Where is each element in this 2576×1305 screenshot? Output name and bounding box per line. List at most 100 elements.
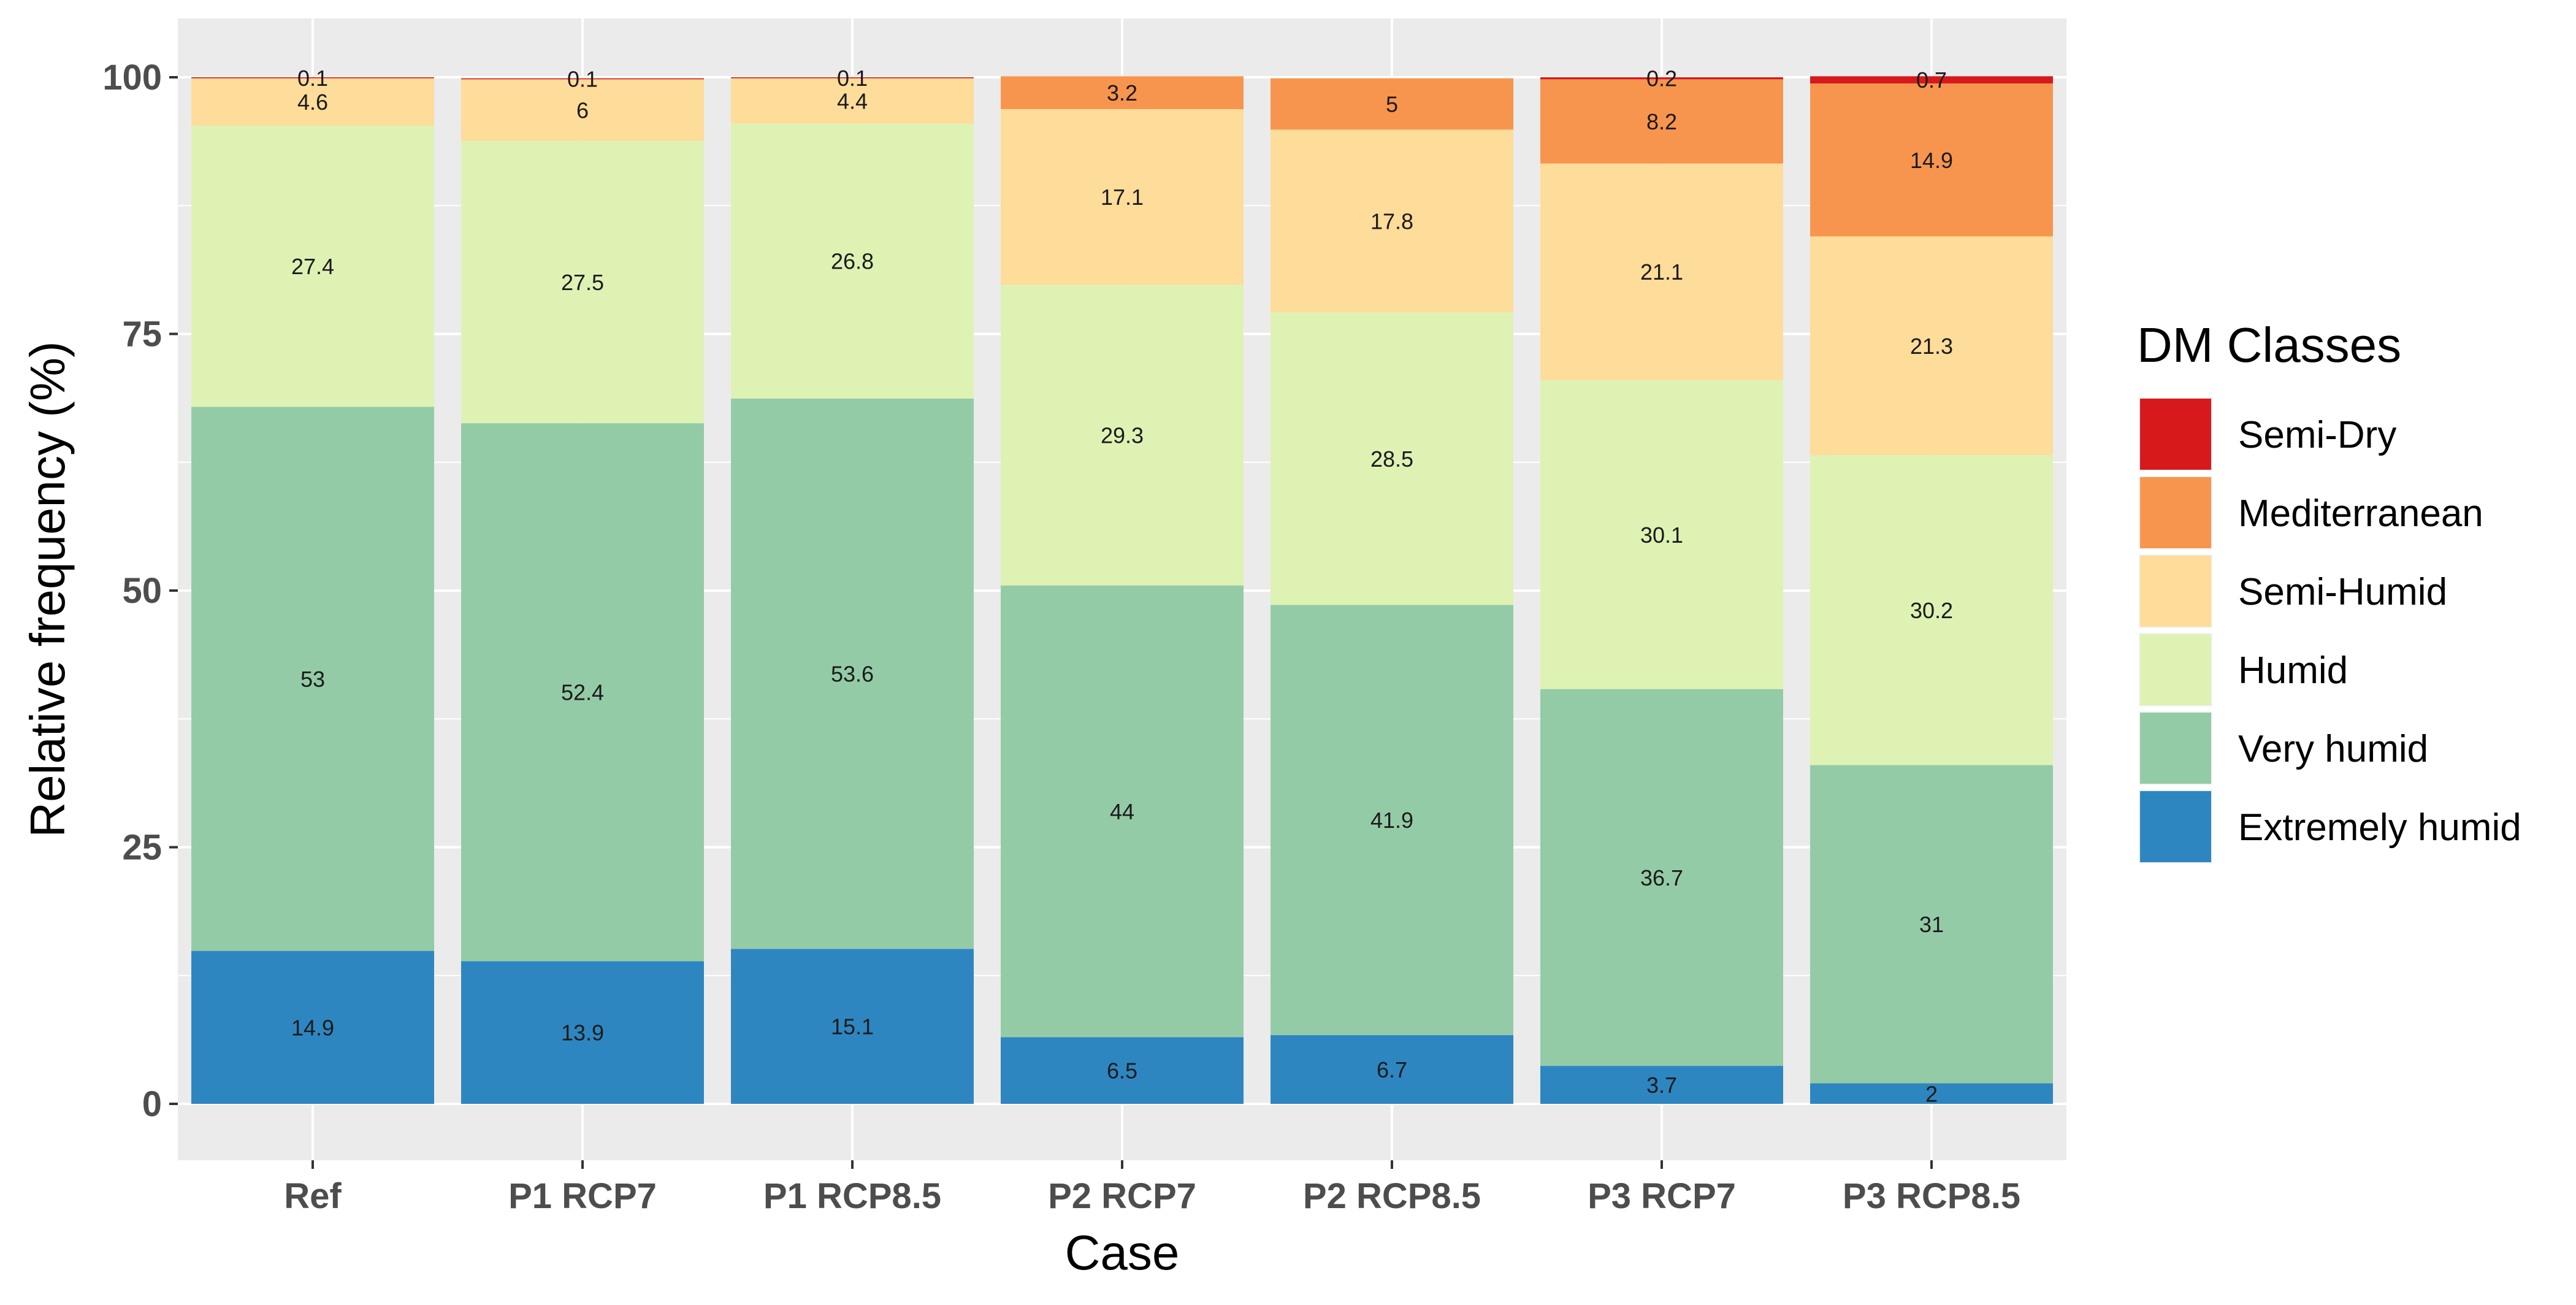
- x-tick-label: P3 RCP8.5: [1843, 1176, 2020, 1216]
- data-label: 53.6: [831, 662, 874, 687]
- bar-segment-semi-dry: [1810, 76, 2053, 84]
- bar-segment-mediterranean: [1271, 78, 1513, 130]
- data-label: 21.1: [1640, 259, 1683, 285]
- bar-segment-semi-humid: [1271, 129, 1513, 313]
- bar-segment-very-humid: [1271, 605, 1513, 1035]
- y-axis: 0 25 50 75 100: [102, 58, 178, 1124]
- data-label: 30.1: [1640, 522, 1683, 548]
- bar-segment-semi-dry: [191, 77, 434, 78]
- data-label: 36.7: [1640, 865, 1683, 890]
- legend-swatch: [2140, 634, 2211, 705]
- data-label: 21.3: [1910, 334, 1953, 359]
- data-label: 52.4: [561, 680, 604, 705]
- data-label: 41.9: [1370, 808, 1413, 833]
- bar-segment-very-humid: [1540, 689, 1783, 1066]
- bar-segment-humid: [731, 123, 974, 399]
- data-label: 13.9: [561, 1020, 604, 1046]
- data-label: 6.5: [1107, 1058, 1137, 1084]
- legend-swatch: [2140, 477, 2211, 548]
- legend: DM Classes Semi-Dry Mediterranean Semi-Hum…: [2137, 318, 2521, 863]
- bar-segment-extremely-humid: [191, 951, 434, 1104]
- data-label: 8.2: [1646, 109, 1677, 134]
- bar-segment-mediterranean: [1810, 83, 2053, 237]
- bar-segment-semi-humid: [731, 78, 974, 124]
- x-axis: Ref P1 RCP7 P1 RCP8.5 P2 RCP7 P2 RCP8.5 P3 RC…: [284, 1160, 2020, 1216]
- y-tick-label: 25: [122, 828, 162, 868]
- data-label: 30.2: [1910, 598, 1953, 623]
- data-label: 44: [1110, 799, 1134, 824]
- bar-segment-semi-dry: [731, 77, 974, 78]
- data-label: 4.4: [837, 89, 868, 114]
- y-tick-label: 100: [102, 58, 162, 98]
- legend-label: Humid: [2238, 649, 2348, 692]
- legend-label: Semi-Dry: [2238, 414, 2396, 456]
- legend-swatch: [2140, 399, 2211, 470]
- bar-segment-semi-humid: [1540, 163, 1783, 380]
- legend-label: Very humid: [2238, 728, 2428, 770]
- data-label: 31: [1919, 912, 1944, 937]
- x-tick-label: P1 RCP7: [508, 1176, 657, 1216]
- bar-segment-extremely-humid: [1540, 1066, 1783, 1104]
- data-label: 14.9: [291, 1015, 334, 1040]
- bar-segment-very-humid: [1810, 765, 2053, 1084]
- legend-swatch: [2140, 713, 2211, 784]
- data-label: 27.5: [561, 270, 604, 295]
- bar-segment-semi-humid: [191, 78, 434, 126]
- x-axis-title: Case: [1065, 1225, 1180, 1280]
- legend-title: DM Classes: [2137, 318, 2401, 372]
- bar-segment-semi-humid: [1810, 236, 2053, 456]
- bar-segment-extremely-humid: [731, 949, 974, 1104]
- bar-segment-mediterranean: [1540, 79, 1783, 164]
- y-tick-label: 75: [122, 315, 162, 354]
- data-label: 14.9: [1910, 148, 1953, 173]
- data-label: 6.7: [1377, 1057, 1407, 1082]
- data-label: 3.7: [1646, 1073, 1677, 1098]
- data-label: 26.8: [831, 249, 874, 274]
- bar-segment-semi-dry: [1540, 77, 1783, 80]
- bar-segment-humid: [1540, 380, 1783, 689]
- bar-segment-very-humid: [191, 407, 434, 951]
- data-label: 5: [1386, 92, 1398, 117]
- bar-segments: [191, 76, 2053, 1104]
- bar-segment-very-humid: [461, 423, 704, 962]
- bar-segment-humid: [1271, 312, 1513, 605]
- x-tick-label: P3 RCP7: [1588, 1176, 1736, 1216]
- x-tick-label: P1 RCP8.5: [763, 1176, 941, 1216]
- legend-swatch: [2140, 556, 2211, 627]
- bar-segment-very-humid: [731, 398, 974, 949]
- bar-segment-humid: [1810, 455, 2053, 765]
- bar-segment-mediterranean: [1001, 76, 1244, 109]
- data-label: 4.6: [297, 90, 328, 115]
- y-tick-label: 50: [122, 571, 162, 611]
- data-label: 27.4: [291, 254, 334, 279]
- data-label: 0.1: [297, 66, 328, 91]
- data-label: 0.7: [1916, 67, 1947, 93]
- bar-segment-very-humid: [1001, 585, 1244, 1038]
- data-label: 15.1: [831, 1014, 874, 1039]
- bar-segment-extremely-humid: [1001, 1037, 1244, 1104]
- bar-segment-semi-dry: [461, 78, 704, 80]
- legend-swatch: [2140, 791, 2211, 862]
- data-label: 2: [1925, 1081, 1938, 1106]
- bar-segment-extremely-humid: [461, 961, 704, 1104]
- data-label: 6: [576, 98, 589, 123]
- legend-label: Semi-Humid: [2238, 571, 2447, 613]
- bar-segment-humid: [191, 125, 434, 407]
- legend-label: Extremely humid: [2238, 806, 2521, 849]
- bar-segment-humid: [461, 140, 704, 424]
- segment-labels: 14.95327.44.60.113.952.427.560.115.153.6…: [291, 66, 1953, 1106]
- data-label: 28.5: [1370, 446, 1413, 472]
- bar-segment-semi-humid: [461, 79, 704, 141]
- y-tick-label: 0: [142, 1084, 162, 1124]
- data-label: 0.1: [837, 66, 868, 91]
- data-label: 29.3: [1101, 423, 1144, 448]
- bar-segment-semi-humid: [1001, 109, 1244, 285]
- legend-label: Mediterranean: [2238, 492, 2483, 535]
- bar-segment-extremely-humid: [1271, 1035, 1513, 1104]
- data-label: 53: [300, 667, 325, 692]
- x-tick-label: Ref: [284, 1176, 342, 1216]
- bar-segment-extremely-humid: [1810, 1083, 2053, 1104]
- x-tick-label: P2 RCP7: [1048, 1176, 1196, 1216]
- x-tick-label: P2 RCP8.5: [1303, 1176, 1481, 1216]
